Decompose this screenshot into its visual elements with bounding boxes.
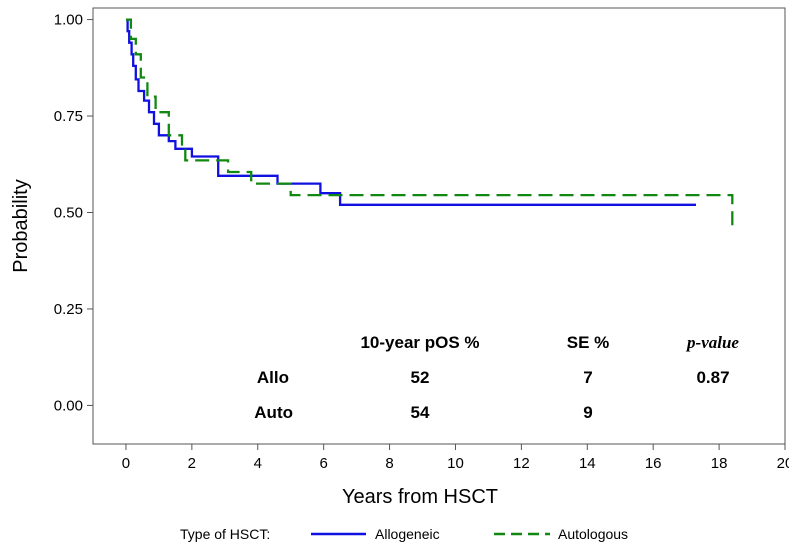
x-axis: 0 2 4 6 8 10 12 14 16 18 20 [122, 444, 789, 472]
stats-header-se: SE % [567, 333, 610, 352]
stats-cell-pos: 54 [411, 403, 430, 422]
x-tick-label: 0 [122, 455, 130, 472]
x-tick-label: 2 [188, 455, 196, 472]
legend-title: Type of HSCT: [180, 526, 270, 542]
x-tick-label: 18 [711, 455, 728, 472]
stats-row-label: Auto [254, 403, 293, 422]
legend-label-autologous: Autologous [558, 526, 628, 542]
stats-row-label: Allo [257, 368, 289, 387]
series-layer [126, 18, 734, 232]
stats-header-pos: 10-year pOS % [360, 333, 479, 352]
y-tick-label: 0.75 [54, 108, 83, 125]
y-axis-title: Probability [10, 179, 32, 272]
series-line-autologous [126, 18, 734, 232]
series-line-allogeneic [126, 18, 696, 206]
y-tick-label: 0.00 [54, 397, 83, 414]
stats-cell-pvalue: 0.87 [696, 368, 729, 387]
stats-table: 10-year pOS % SE % p-value Allo 52 7 0.8… [254, 333, 739, 422]
y-tick-label: 1.00 [54, 12, 83, 29]
x-tick-label: 10 [447, 455, 464, 472]
x-tick-label: 6 [319, 455, 327, 472]
x-tick-label: 8 [385, 455, 393, 472]
y-axis: 0.00 0.25 0.50 0.75 1.00 [54, 12, 93, 414]
stats-cell-se: 9 [583, 403, 592, 422]
y-tick-label: 0.50 [54, 204, 83, 221]
x-tick-label: 20 [777, 455, 789, 472]
x-tick-label: 4 [254, 455, 262, 472]
stats-cell-se: 7 [583, 368, 592, 387]
legend: Type of HSCT: Allogeneic Autologous [180, 526, 628, 542]
plot-frame [92, 7, 786, 445]
legend-label-allogeneic: Allogeneic [375, 526, 440, 542]
x-tick-label: 14 [579, 455, 596, 472]
stats-header-pvalue: p-value [685, 333, 739, 352]
y-tick-label: 0.25 [54, 301, 83, 318]
x-tick-label: 16 [645, 455, 662, 472]
x-axis-title: Years from HSCT [342, 486, 498, 508]
x-tick-label: 12 [513, 455, 530, 472]
stats-cell-pos: 52 [411, 368, 430, 387]
